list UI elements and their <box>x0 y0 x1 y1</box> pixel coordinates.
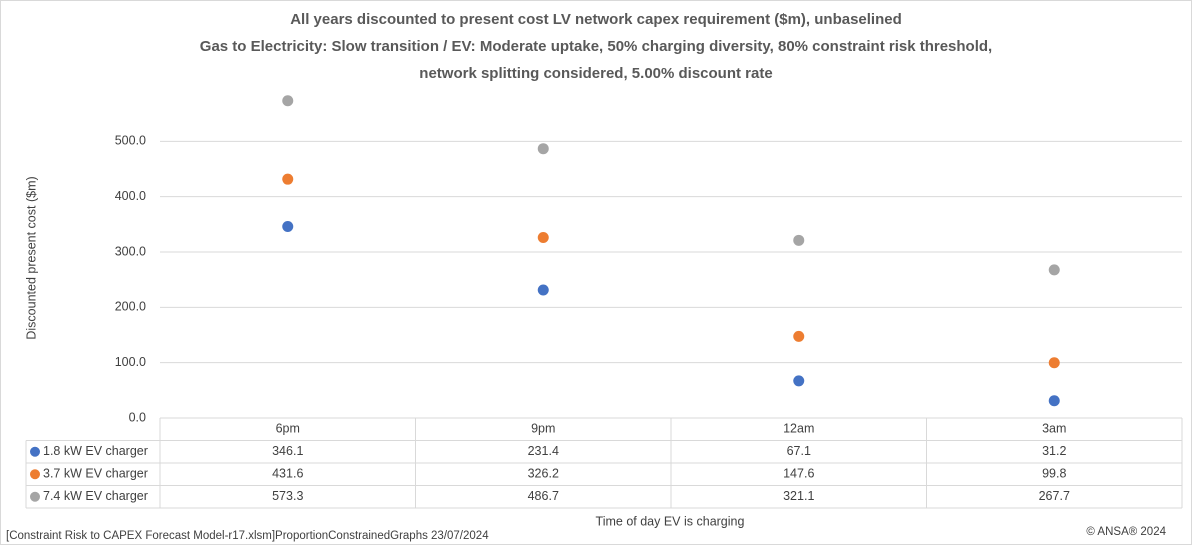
x-tick-label: 3am <box>1042 422 1066 436</box>
y-tick-label: 0.0 <box>129 410 146 424</box>
y-tick-label: 200.0 <box>115 300 146 314</box>
x-tick-label: 12am <box>783 422 814 436</box>
chart-title: Gas to Electricity: Slow transition / EV… <box>200 38 992 55</box>
point <box>282 173 294 185</box>
x-axis-title: Time of day EV is charging <box>596 514 745 528</box>
point <box>1048 357 1060 369</box>
point <box>1048 395 1060 407</box>
table-cell: 346.1 <box>272 444 303 458</box>
x-tick-label: 9pm <box>531 422 555 436</box>
table-cell: 267.7 <box>1039 489 1070 503</box>
table-cell: 486.7 <box>528 489 559 503</box>
point <box>793 330 805 342</box>
legend-label: 1.8 kW EV charger <box>43 444 148 458</box>
y-axis-title: Discounted present cost ($m) <box>24 176 38 339</box>
point <box>793 234 805 246</box>
x-tick-label: 6pm <box>276 422 300 436</box>
point <box>537 232 549 244</box>
legend-key <box>30 491 40 502</box>
point <box>1048 264 1060 276</box>
table-cell: 431.6 <box>272 467 303 481</box>
y-tick-label: 300.0 <box>115 244 146 258</box>
table-cell: 31.2 <box>1042 444 1066 458</box>
legend-label: 3.7 kW EV charger <box>43 467 148 481</box>
point <box>282 95 294 107</box>
copyright: © ANSA® 2024 <box>1086 526 1166 538</box>
legend-key <box>30 469 40 480</box>
table-cell: 321.1 <box>783 489 814 503</box>
y-tick-label: 100.0 <box>115 355 146 369</box>
point <box>537 143 549 155</box>
table-cell: 573.3 <box>272 489 303 503</box>
point <box>793 375 805 387</box>
table-cell: 326.2 <box>528 467 559 481</box>
point <box>282 220 294 232</box>
source-note: [Constraint Risk to CAPEX Forecast Model… <box>6 530 489 542</box>
legend-key <box>30 446 40 457</box>
table-cell: 147.6 <box>783 467 814 481</box>
y-tick-label: 500.0 <box>115 134 146 148</box>
table-cell: 67.1 <box>787 444 811 458</box>
chart-title: network splitting considered, 5.00% disc… <box>419 65 772 82</box>
legend-label: 7.4 kW EV charger <box>43 489 148 503</box>
table-cell: 231.4 <box>528 444 559 458</box>
table-cell: 99.8 <box>1042 467 1066 481</box>
chart-title: All years discounted to present cost LV … <box>290 11 902 28</box>
point <box>537 284 549 296</box>
y-tick-label: 400.0 <box>115 189 146 203</box>
